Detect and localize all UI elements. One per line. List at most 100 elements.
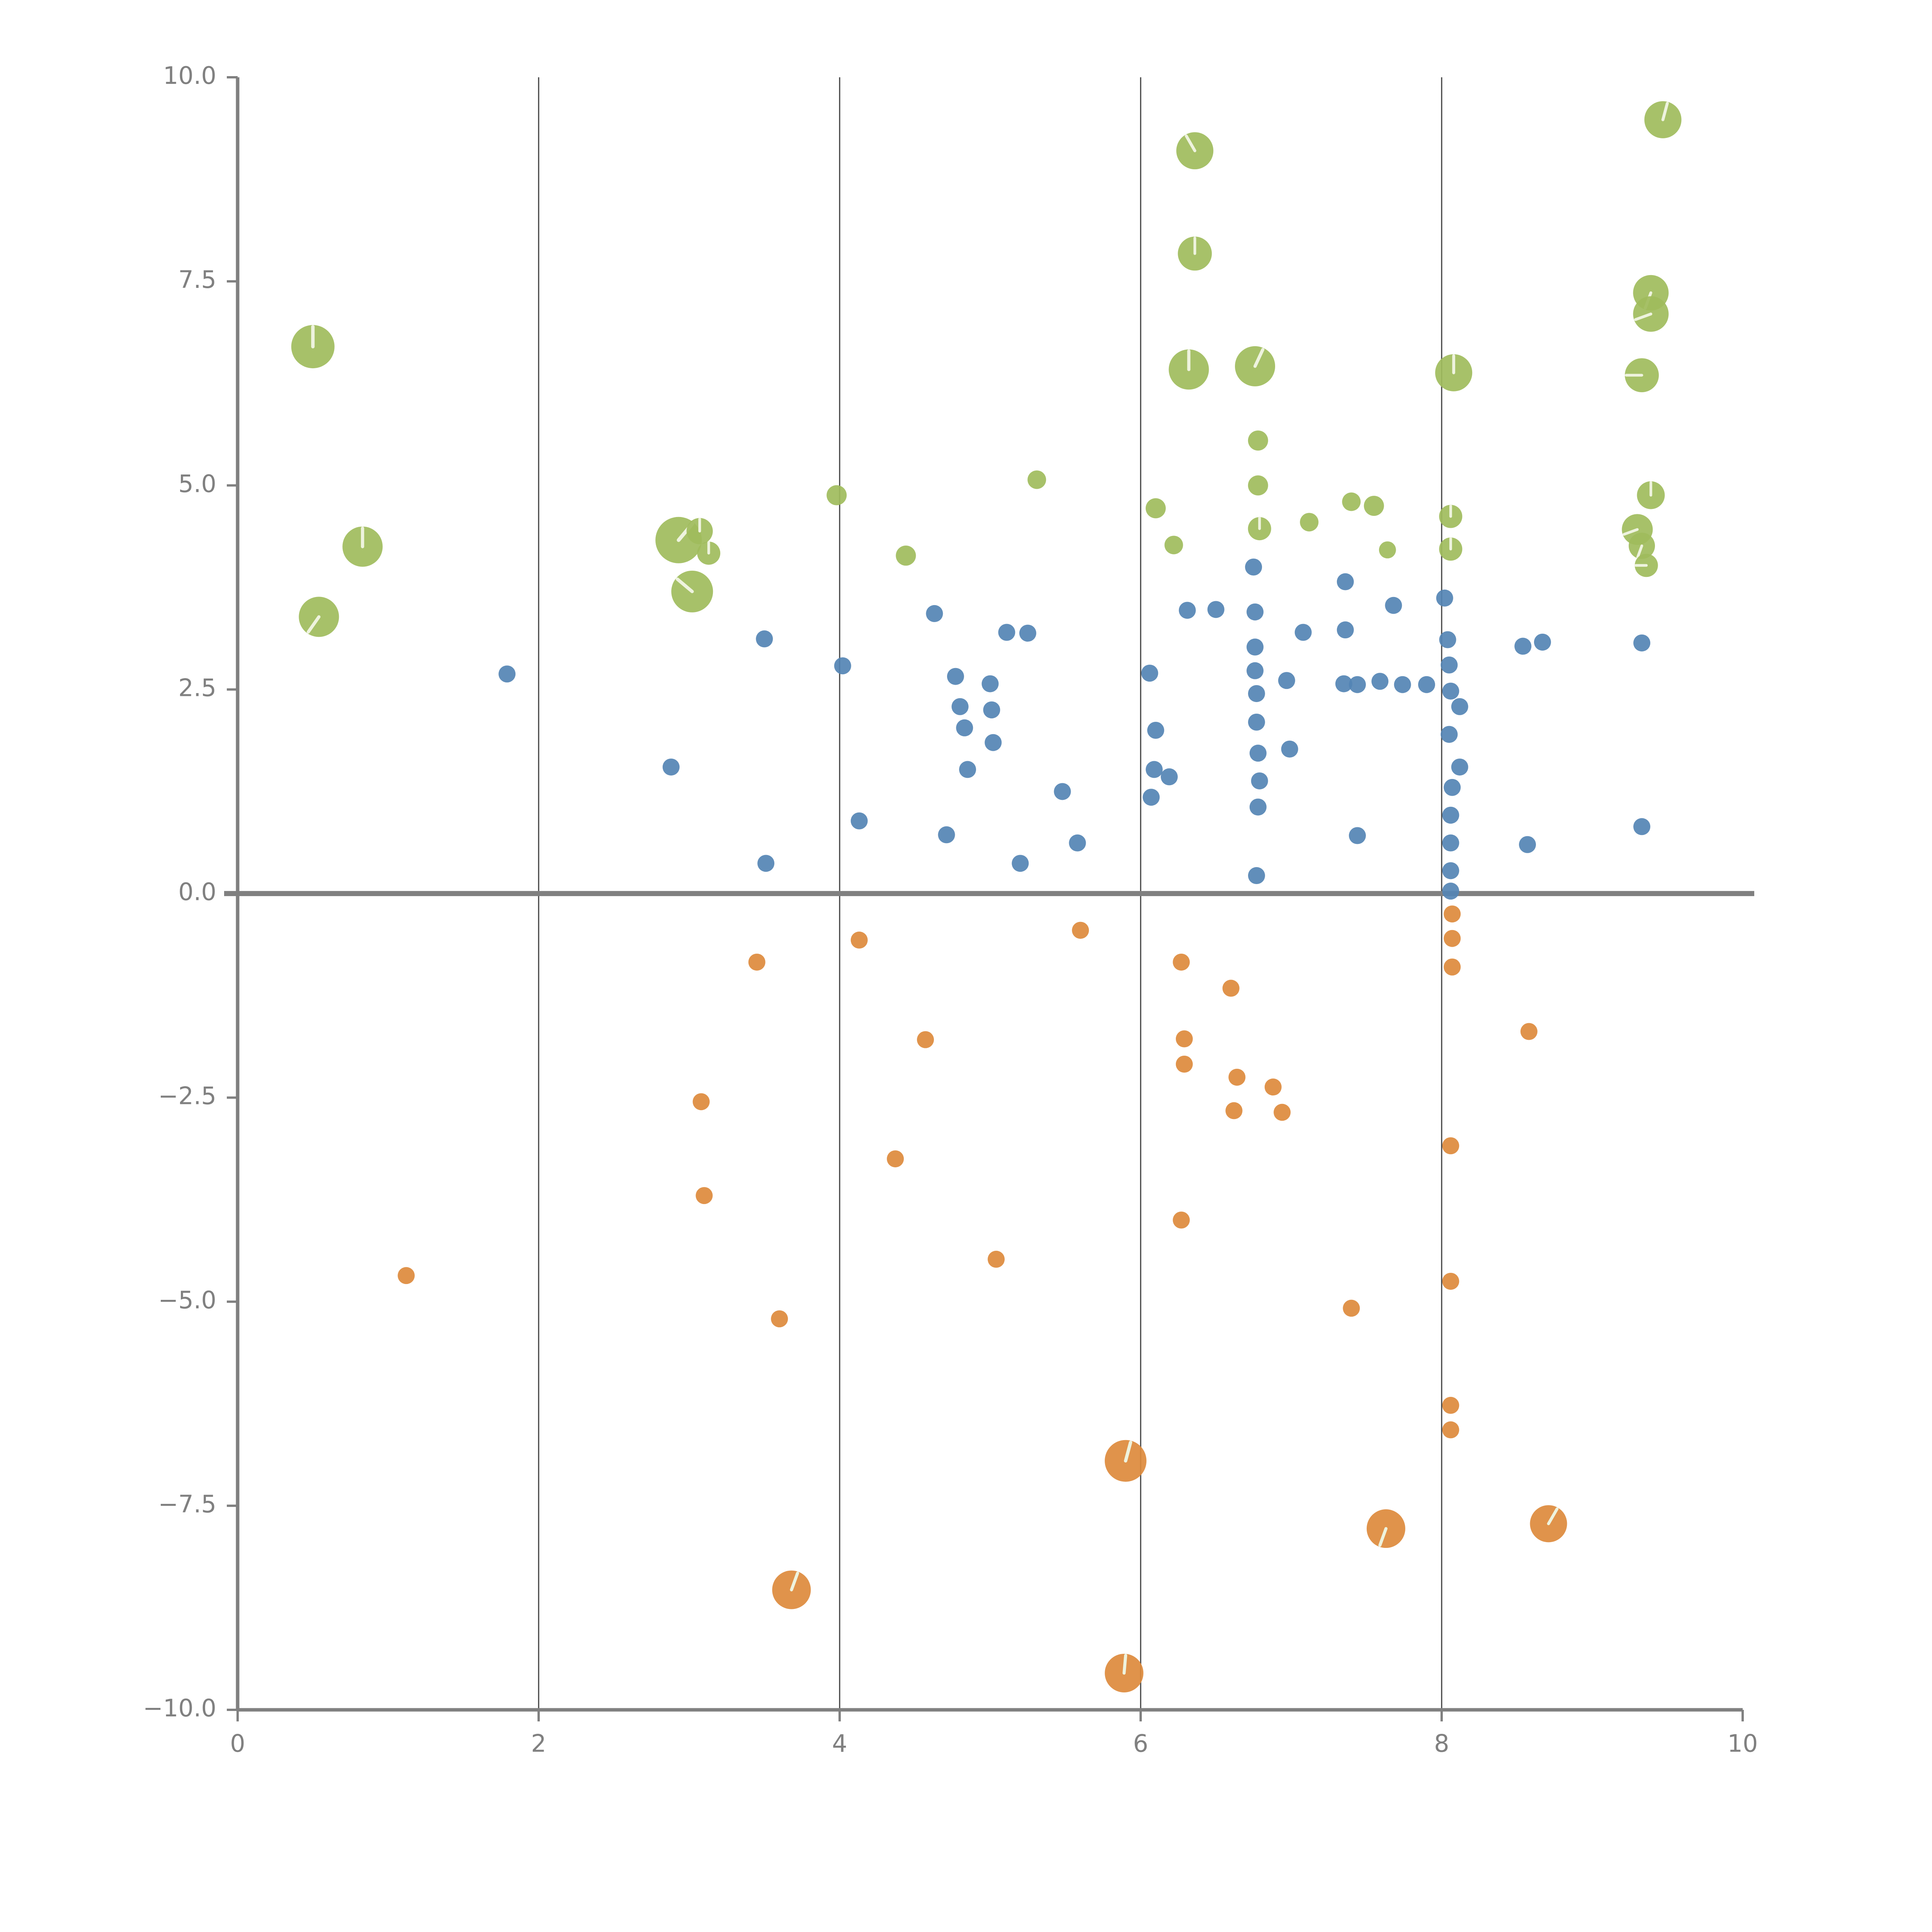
data-point[interactable] [1442, 1397, 1459, 1414]
data-point[interactable] [938, 826, 955, 844]
data-point[interactable] [1442, 883, 1459, 900]
data-point[interactable] [1248, 713, 1265, 731]
data-point[interactable] [1143, 789, 1160, 806]
data-point[interactable] [1440, 726, 1458, 743]
data-point[interactable] [1248, 685, 1265, 702]
data-point[interactable] [1337, 573, 1354, 590]
data-point[interactable] [1019, 624, 1036, 642]
data-point[interactable] [1440, 656, 1458, 673]
data-point[interactable] [1278, 672, 1295, 689]
data-point[interactable] [1451, 759, 1468, 776]
data-point[interactable] [981, 675, 999, 692]
data-point[interactable] [1442, 1272, 1459, 1290]
data-point[interactable] [1444, 905, 1461, 923]
data-point[interactable] [1300, 513, 1319, 532]
data-point[interactable] [1349, 827, 1366, 844]
data-point[interactable] [771, 1310, 788, 1328]
data-point[interactable] [947, 668, 964, 685]
data-point[interactable] [1281, 740, 1298, 758]
data-point[interactable] [1436, 589, 1453, 607]
data-point[interactable] [998, 624, 1015, 641]
data-point[interactable] [1442, 834, 1459, 852]
data-point[interactable] [1072, 922, 1089, 939]
data-point[interactable] [951, 698, 969, 715]
data-point[interactable] [1247, 638, 1264, 656]
data-point[interactable] [887, 1150, 904, 1168]
data-point[interactable] [1145, 498, 1166, 519]
data-point[interactable] [1164, 536, 1183, 554]
data-point[interactable] [1335, 675, 1352, 692]
data-point[interactable] [1633, 634, 1651, 651]
data-point[interactable] [1207, 601, 1225, 618]
data-point[interactable] [1444, 779, 1461, 796]
data-point[interactable] [985, 734, 1002, 751]
data-point[interactable] [1248, 475, 1268, 496]
data-point[interactable] [1418, 676, 1435, 693]
data-point[interactable] [1294, 624, 1312, 641]
data-point[interactable] [1349, 676, 1366, 693]
data-point[interactable] [1141, 665, 1158, 682]
data-point[interactable] [1175, 1056, 1193, 1073]
data-point[interactable] [1251, 772, 1268, 789]
data-point[interactable] [1394, 676, 1411, 693]
data-point[interactable] [1442, 1137, 1459, 1155]
data-point[interactable] [757, 855, 775, 872]
data-point[interactable] [696, 1187, 713, 1204]
data-point[interactable] [1245, 558, 1262, 576]
data-point[interactable] [1385, 597, 1402, 614]
data-point[interactable] [1012, 855, 1029, 872]
data-point[interactable] [1248, 867, 1265, 884]
data-point[interactable] [1343, 1299, 1360, 1317]
data-point[interactable] [850, 931, 868, 949]
data-point[interactable] [1371, 673, 1389, 690]
data-point[interactable] [748, 953, 765, 971]
data-point[interactable] [850, 812, 868, 830]
data-point[interactable] [1147, 722, 1164, 739]
data-point[interactable] [1514, 638, 1532, 655]
data-point[interactable] [1249, 745, 1267, 762]
data-point[interactable] [1451, 698, 1468, 715]
data-point[interactable] [834, 657, 851, 675]
data-point[interactable] [1173, 953, 1190, 971]
data-point[interactable] [1439, 631, 1456, 648]
data-point[interactable] [1274, 1104, 1291, 1121]
data-point[interactable] [1173, 1211, 1190, 1229]
data-point[interactable] [1175, 1030, 1193, 1048]
data-point[interactable] [756, 630, 773, 648]
data-point[interactable] [692, 1093, 710, 1111]
data-point[interactable] [1519, 836, 1536, 853]
data-point[interactable] [1248, 430, 1268, 451]
data-point[interactable] [1264, 1078, 1282, 1096]
data-point[interactable] [1442, 1421, 1459, 1439]
data-point[interactable] [1161, 768, 1178, 786]
data-point[interactable] [983, 701, 1000, 719]
data-point[interactable] [1247, 662, 1264, 679]
data-point[interactable] [988, 1250, 1005, 1268]
data-point[interactable] [1069, 834, 1086, 852]
data-point[interactable] [956, 719, 973, 736]
data-point[interactable] [1146, 761, 1163, 778]
data-point[interactable] [1442, 682, 1459, 700]
data-point[interactable] [896, 545, 916, 566]
data-point[interactable] [1222, 980, 1240, 997]
data-point[interactable] [398, 1267, 415, 1284]
data-point[interactable] [959, 761, 976, 778]
data-point[interactable] [1633, 818, 1651, 835]
data-point[interactable] [1534, 633, 1551, 651]
data-point[interactable] [1364, 496, 1384, 516]
data-point[interactable] [1379, 541, 1396, 559]
data-point[interactable] [1442, 806, 1459, 824]
data-point[interactable] [1054, 783, 1071, 800]
data-point[interactable] [1337, 621, 1354, 639]
data-point[interactable] [1342, 492, 1361, 511]
data-point[interactable] [1247, 603, 1264, 621]
data-point[interactable] [1228, 1068, 1246, 1086]
data-point[interactable] [1249, 798, 1267, 816]
data-point[interactable] [1027, 470, 1046, 489]
data-point[interactable] [662, 759, 680, 776]
data-point[interactable] [498, 665, 516, 683]
data-point[interactable] [917, 1031, 934, 1048]
data-point[interactable] [1444, 958, 1461, 976]
data-point[interactable] [1179, 602, 1196, 619]
data-point[interactable] [1442, 862, 1459, 879]
